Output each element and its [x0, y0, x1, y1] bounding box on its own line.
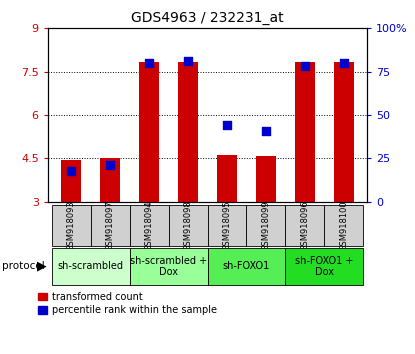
Text: GSM918096: GSM918096: [300, 200, 310, 251]
Point: [224, 122, 230, 128]
Bar: [295, 62, 315, 202]
Point: [185, 58, 191, 64]
Bar: [247, 205, 286, 246]
Bar: [217, 155, 237, 202]
Text: GSM918100: GSM918100: [339, 200, 349, 251]
Point: [341, 60, 347, 66]
Bar: [256, 156, 276, 202]
Text: GSM918095: GSM918095: [222, 200, 232, 251]
Legend: transformed count, percentile rank within the sample: transformed count, percentile rank withi…: [38, 292, 217, 315]
Point: [68, 168, 74, 173]
Point: [263, 128, 269, 133]
Bar: [334, 62, 354, 202]
Bar: [168, 205, 208, 246]
Point: [107, 162, 113, 168]
Bar: [208, 205, 247, 246]
Text: GSM918098: GSM918098: [183, 200, 193, 251]
Point: [302, 64, 308, 69]
Bar: [286, 205, 325, 246]
Bar: [100, 159, 120, 202]
Text: sh-scrambled: sh-scrambled: [58, 261, 124, 272]
Bar: [325, 205, 364, 246]
Bar: [90, 205, 129, 246]
Bar: [178, 62, 198, 202]
Text: GSM918094: GSM918094: [144, 200, 154, 251]
Bar: [51, 248, 129, 285]
Bar: [129, 205, 168, 246]
Text: GSM918093: GSM918093: [66, 200, 76, 251]
Bar: [139, 62, 159, 202]
Bar: [208, 248, 286, 285]
Bar: [129, 248, 208, 285]
Text: GSM918099: GSM918099: [261, 200, 271, 251]
Text: ▶: ▶: [37, 260, 46, 273]
Title: GDS4963 / 232231_at: GDS4963 / 232231_at: [131, 11, 284, 24]
Text: protocol: protocol: [2, 261, 45, 272]
Bar: [51, 205, 90, 246]
Point: [146, 60, 152, 66]
Text: GSM918097: GSM918097: [105, 200, 115, 251]
Text: sh-scrambled +
Dox: sh-scrambled + Dox: [130, 256, 207, 277]
Bar: [286, 248, 364, 285]
Text: sh-FOXO1: sh-FOXO1: [223, 261, 270, 272]
Bar: [61, 160, 81, 202]
Text: sh-FOXO1 +
Dox: sh-FOXO1 + Dox: [295, 256, 354, 277]
